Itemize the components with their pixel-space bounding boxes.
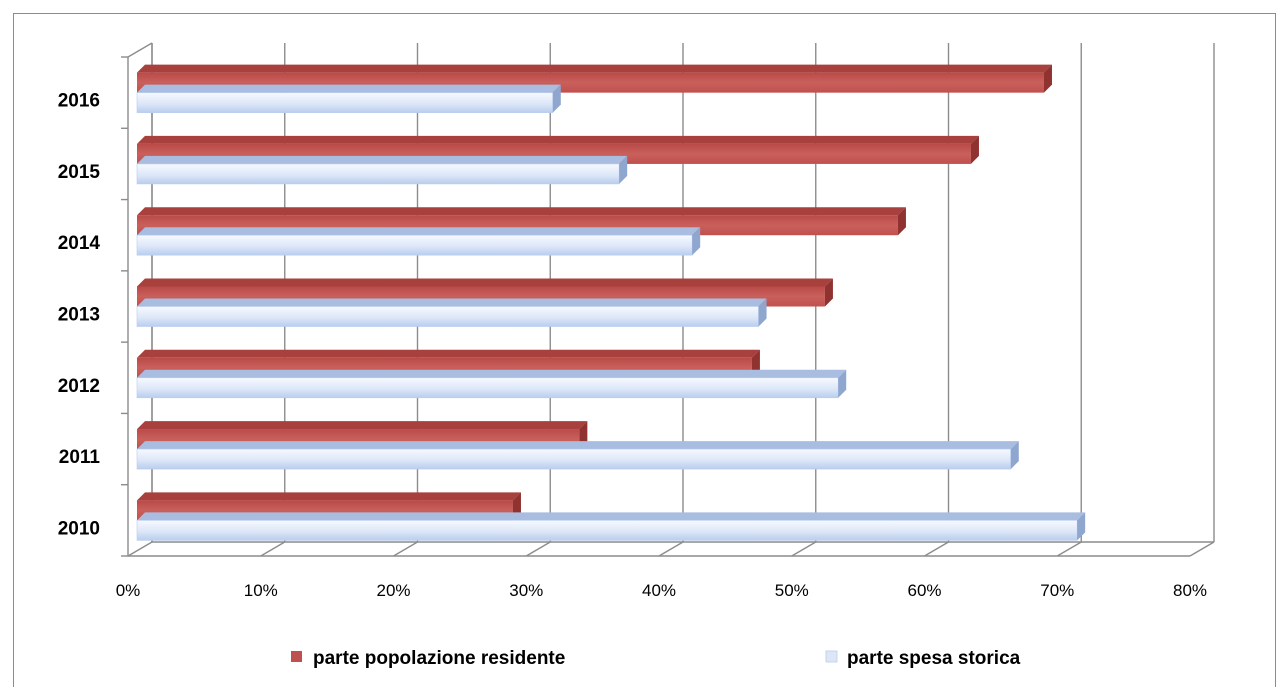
legend: parte popolazione residente parte spesa … xyxy=(291,648,1021,669)
floor-gridline xyxy=(791,541,817,557)
x-tick-label: 40% xyxy=(642,581,676,600)
legend-label-spesa: parte spesa storica xyxy=(847,648,1021,669)
y-category-label: 2013 xyxy=(58,305,100,326)
floor-gridline xyxy=(924,541,949,557)
floor-gridline xyxy=(525,541,551,557)
bar-spesa xyxy=(136,84,561,113)
legend-swatch-spesa xyxy=(825,650,838,663)
floor-gridline xyxy=(658,541,684,557)
floor-gridline xyxy=(260,541,286,557)
bar-spesa xyxy=(136,512,1086,541)
x-tick-label: 10% xyxy=(244,581,278,600)
x-tick-label: 80% xyxy=(1173,581,1207,600)
bars xyxy=(136,64,1086,541)
floor-gridline xyxy=(1056,541,1082,557)
x-tick-label: 20% xyxy=(376,581,410,600)
y-category-label: 2010 xyxy=(58,518,100,539)
tick-labels: 0% 10% 20% 30% 40% 50% 60% 70% 80% xyxy=(116,581,1207,600)
y-category-label: 2015 xyxy=(58,162,101,183)
category-labels: 2010 2011 2012 2013 2014 2015 2016 xyxy=(58,91,101,540)
wall-top-edge xyxy=(127,42,153,58)
floor-gridline xyxy=(1189,541,1215,557)
bar-spesa xyxy=(136,227,701,256)
y-category-label: 2014 xyxy=(58,233,101,254)
bar-spesa xyxy=(136,441,1019,470)
x-tick-label: 70% xyxy=(1040,581,1074,600)
y-category-label: 2011 xyxy=(59,447,101,468)
floor-gridline xyxy=(393,541,418,557)
y-category-label: 2016 xyxy=(58,91,100,112)
legend-label-residente: parte popolazione residente xyxy=(313,648,565,669)
bar-spesa xyxy=(136,298,767,327)
floor-gridline xyxy=(127,541,153,557)
x-tick-label: 0% xyxy=(116,581,141,600)
legend-swatch-residente xyxy=(291,651,302,662)
x-tick-label: 50% xyxy=(775,581,809,600)
bar-spesa xyxy=(136,155,628,185)
bar-spesa xyxy=(136,369,847,399)
x-tick-label: 30% xyxy=(509,581,543,600)
x-tick-label: 60% xyxy=(907,581,941,600)
y-category-label: 2012 xyxy=(58,376,100,397)
